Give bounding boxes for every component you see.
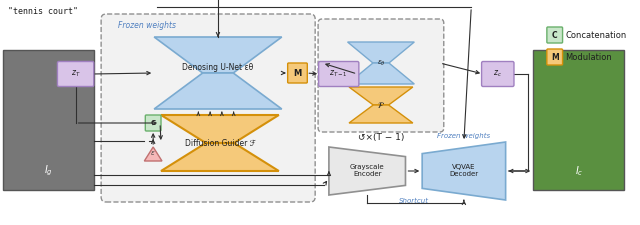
Text: VQVAE
Decoder: VQVAE Decoder bbox=[449, 164, 479, 178]
Text: $z_c$: $z_c$ bbox=[493, 69, 502, 79]
Polygon shape bbox=[161, 143, 279, 171]
FancyBboxPatch shape bbox=[101, 14, 315, 202]
FancyBboxPatch shape bbox=[287, 63, 307, 83]
FancyBboxPatch shape bbox=[319, 61, 359, 86]
FancyBboxPatch shape bbox=[318, 19, 444, 132]
Polygon shape bbox=[329, 147, 406, 195]
FancyBboxPatch shape bbox=[547, 27, 563, 43]
Text: "tennis court": "tennis court" bbox=[8, 7, 78, 16]
Text: Frozen weights: Frozen weights bbox=[437, 133, 490, 139]
FancyBboxPatch shape bbox=[3, 50, 94, 190]
FancyBboxPatch shape bbox=[533, 50, 625, 190]
Polygon shape bbox=[348, 63, 414, 84]
Text: $\mathcal{F}$: $\mathcal{F}$ bbox=[377, 100, 385, 110]
Text: C: C bbox=[150, 120, 156, 126]
FancyBboxPatch shape bbox=[58, 61, 94, 86]
Polygon shape bbox=[348, 42, 414, 63]
Text: $I_c$: $I_c$ bbox=[575, 164, 583, 178]
Polygon shape bbox=[154, 73, 282, 109]
FancyBboxPatch shape bbox=[145, 115, 161, 131]
Text: Modulation: Modulation bbox=[566, 52, 612, 61]
FancyBboxPatch shape bbox=[481, 61, 514, 86]
Text: ↺×(T − 1): ↺×(T − 1) bbox=[358, 133, 404, 142]
Text: $I_g$: $I_g$ bbox=[44, 164, 53, 178]
Text: C: C bbox=[552, 31, 557, 40]
Text: Grayscale
Encoder: Grayscale Encoder bbox=[350, 164, 385, 178]
Text: Frozen weights: Frozen weights bbox=[118, 21, 176, 30]
Text: M: M bbox=[293, 68, 301, 77]
Polygon shape bbox=[161, 115, 279, 143]
Text: Concatenation: Concatenation bbox=[566, 31, 627, 40]
Polygon shape bbox=[349, 105, 413, 123]
Polygon shape bbox=[145, 147, 162, 161]
Text: $z_{T-1}$: $z_{T-1}$ bbox=[330, 69, 348, 79]
Polygon shape bbox=[154, 37, 282, 73]
Text: $\varepsilon$: $\varepsilon$ bbox=[150, 149, 156, 157]
Polygon shape bbox=[349, 87, 413, 105]
Text: Denosing U-Net εθ: Denosing U-Net εθ bbox=[182, 63, 253, 72]
Text: M: M bbox=[551, 52, 559, 61]
Text: $\varepsilon_\theta$: $\varepsilon_\theta$ bbox=[376, 58, 385, 68]
FancyBboxPatch shape bbox=[547, 49, 563, 65]
Text: $z_T$: $z_T$ bbox=[71, 69, 81, 79]
Text: Shortcut: Shortcut bbox=[399, 198, 429, 204]
Polygon shape bbox=[422, 142, 506, 200]
Text: Diffusion Guider ℱ: Diffusion Guider ℱ bbox=[184, 139, 255, 148]
